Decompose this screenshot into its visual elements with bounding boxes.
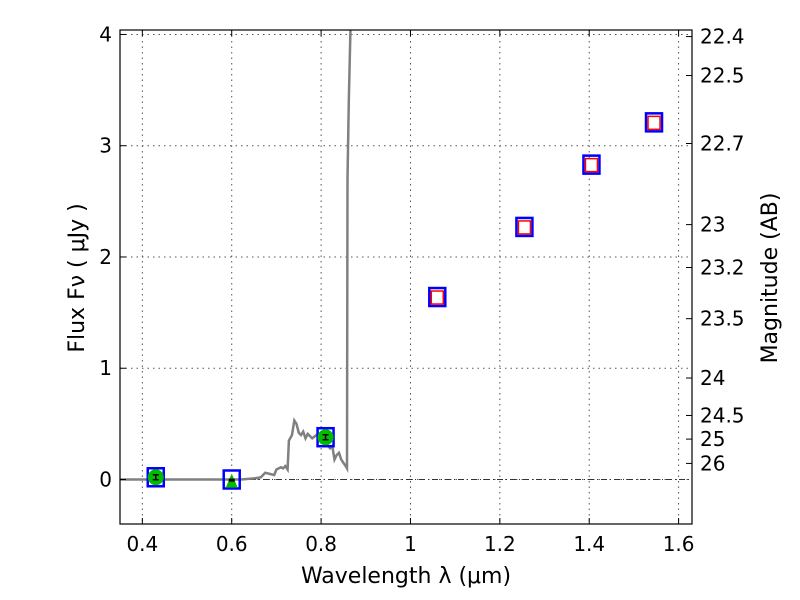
plot-area xyxy=(120,30,664,490)
y-tick-label: 0 xyxy=(99,467,112,491)
right-tick-label: 24.5 xyxy=(700,403,745,427)
right-tick-label: 22.5 xyxy=(700,64,745,88)
right-tick-label: 25 xyxy=(700,427,725,451)
right-tick-label: 23.5 xyxy=(700,307,745,331)
predicted-marker xyxy=(517,220,532,235)
right-axis-label: Magnitude (AB) xyxy=(758,193,783,364)
x-tick-label: 1.6 xyxy=(663,532,695,556)
predicted-marker xyxy=(584,157,599,173)
right-tick-label: 26 xyxy=(700,451,725,475)
y-axis-label: Flux Fν ( μJy ) xyxy=(65,203,90,352)
right-tick-label: 22.7 xyxy=(700,131,745,155)
predicted-marker xyxy=(647,115,661,131)
x-tick-label: 0.6 xyxy=(216,532,248,556)
x-tick-label: 1 xyxy=(404,532,417,556)
x-tick-label: 0.8 xyxy=(305,532,337,556)
x-tick-label: 1.4 xyxy=(573,532,605,556)
y-tick-label: 3 xyxy=(99,134,112,158)
x-axis-label: Wavelength λ (μm) xyxy=(301,564,511,589)
right-tick-label: 23.2 xyxy=(700,255,745,279)
model-photometry-marker xyxy=(582,154,601,175)
y-tick-label: 4 xyxy=(99,22,112,46)
model-photometry-marker xyxy=(222,469,241,490)
model-photometry-marker xyxy=(515,216,534,238)
model-photometry-marker xyxy=(644,112,664,133)
model-photometry-marker xyxy=(428,286,447,308)
predicted-marker xyxy=(430,290,445,305)
grid xyxy=(120,30,692,524)
right-tick-label: 23 xyxy=(700,213,725,237)
y-tick-label: 1 xyxy=(99,356,112,380)
model-spectrum-line xyxy=(120,30,352,481)
error-bar xyxy=(228,478,235,482)
x-tick-label: 0.4 xyxy=(126,532,158,556)
y-tick-label: 2 xyxy=(99,245,112,269)
right-tick-label: 24 xyxy=(700,366,725,390)
axes-frame xyxy=(119,29,693,525)
x-tick-label: 1.2 xyxy=(484,532,516,556)
error-bar xyxy=(152,474,159,481)
error-bar xyxy=(322,433,329,441)
right-tick-label: 22.4 xyxy=(700,25,745,49)
